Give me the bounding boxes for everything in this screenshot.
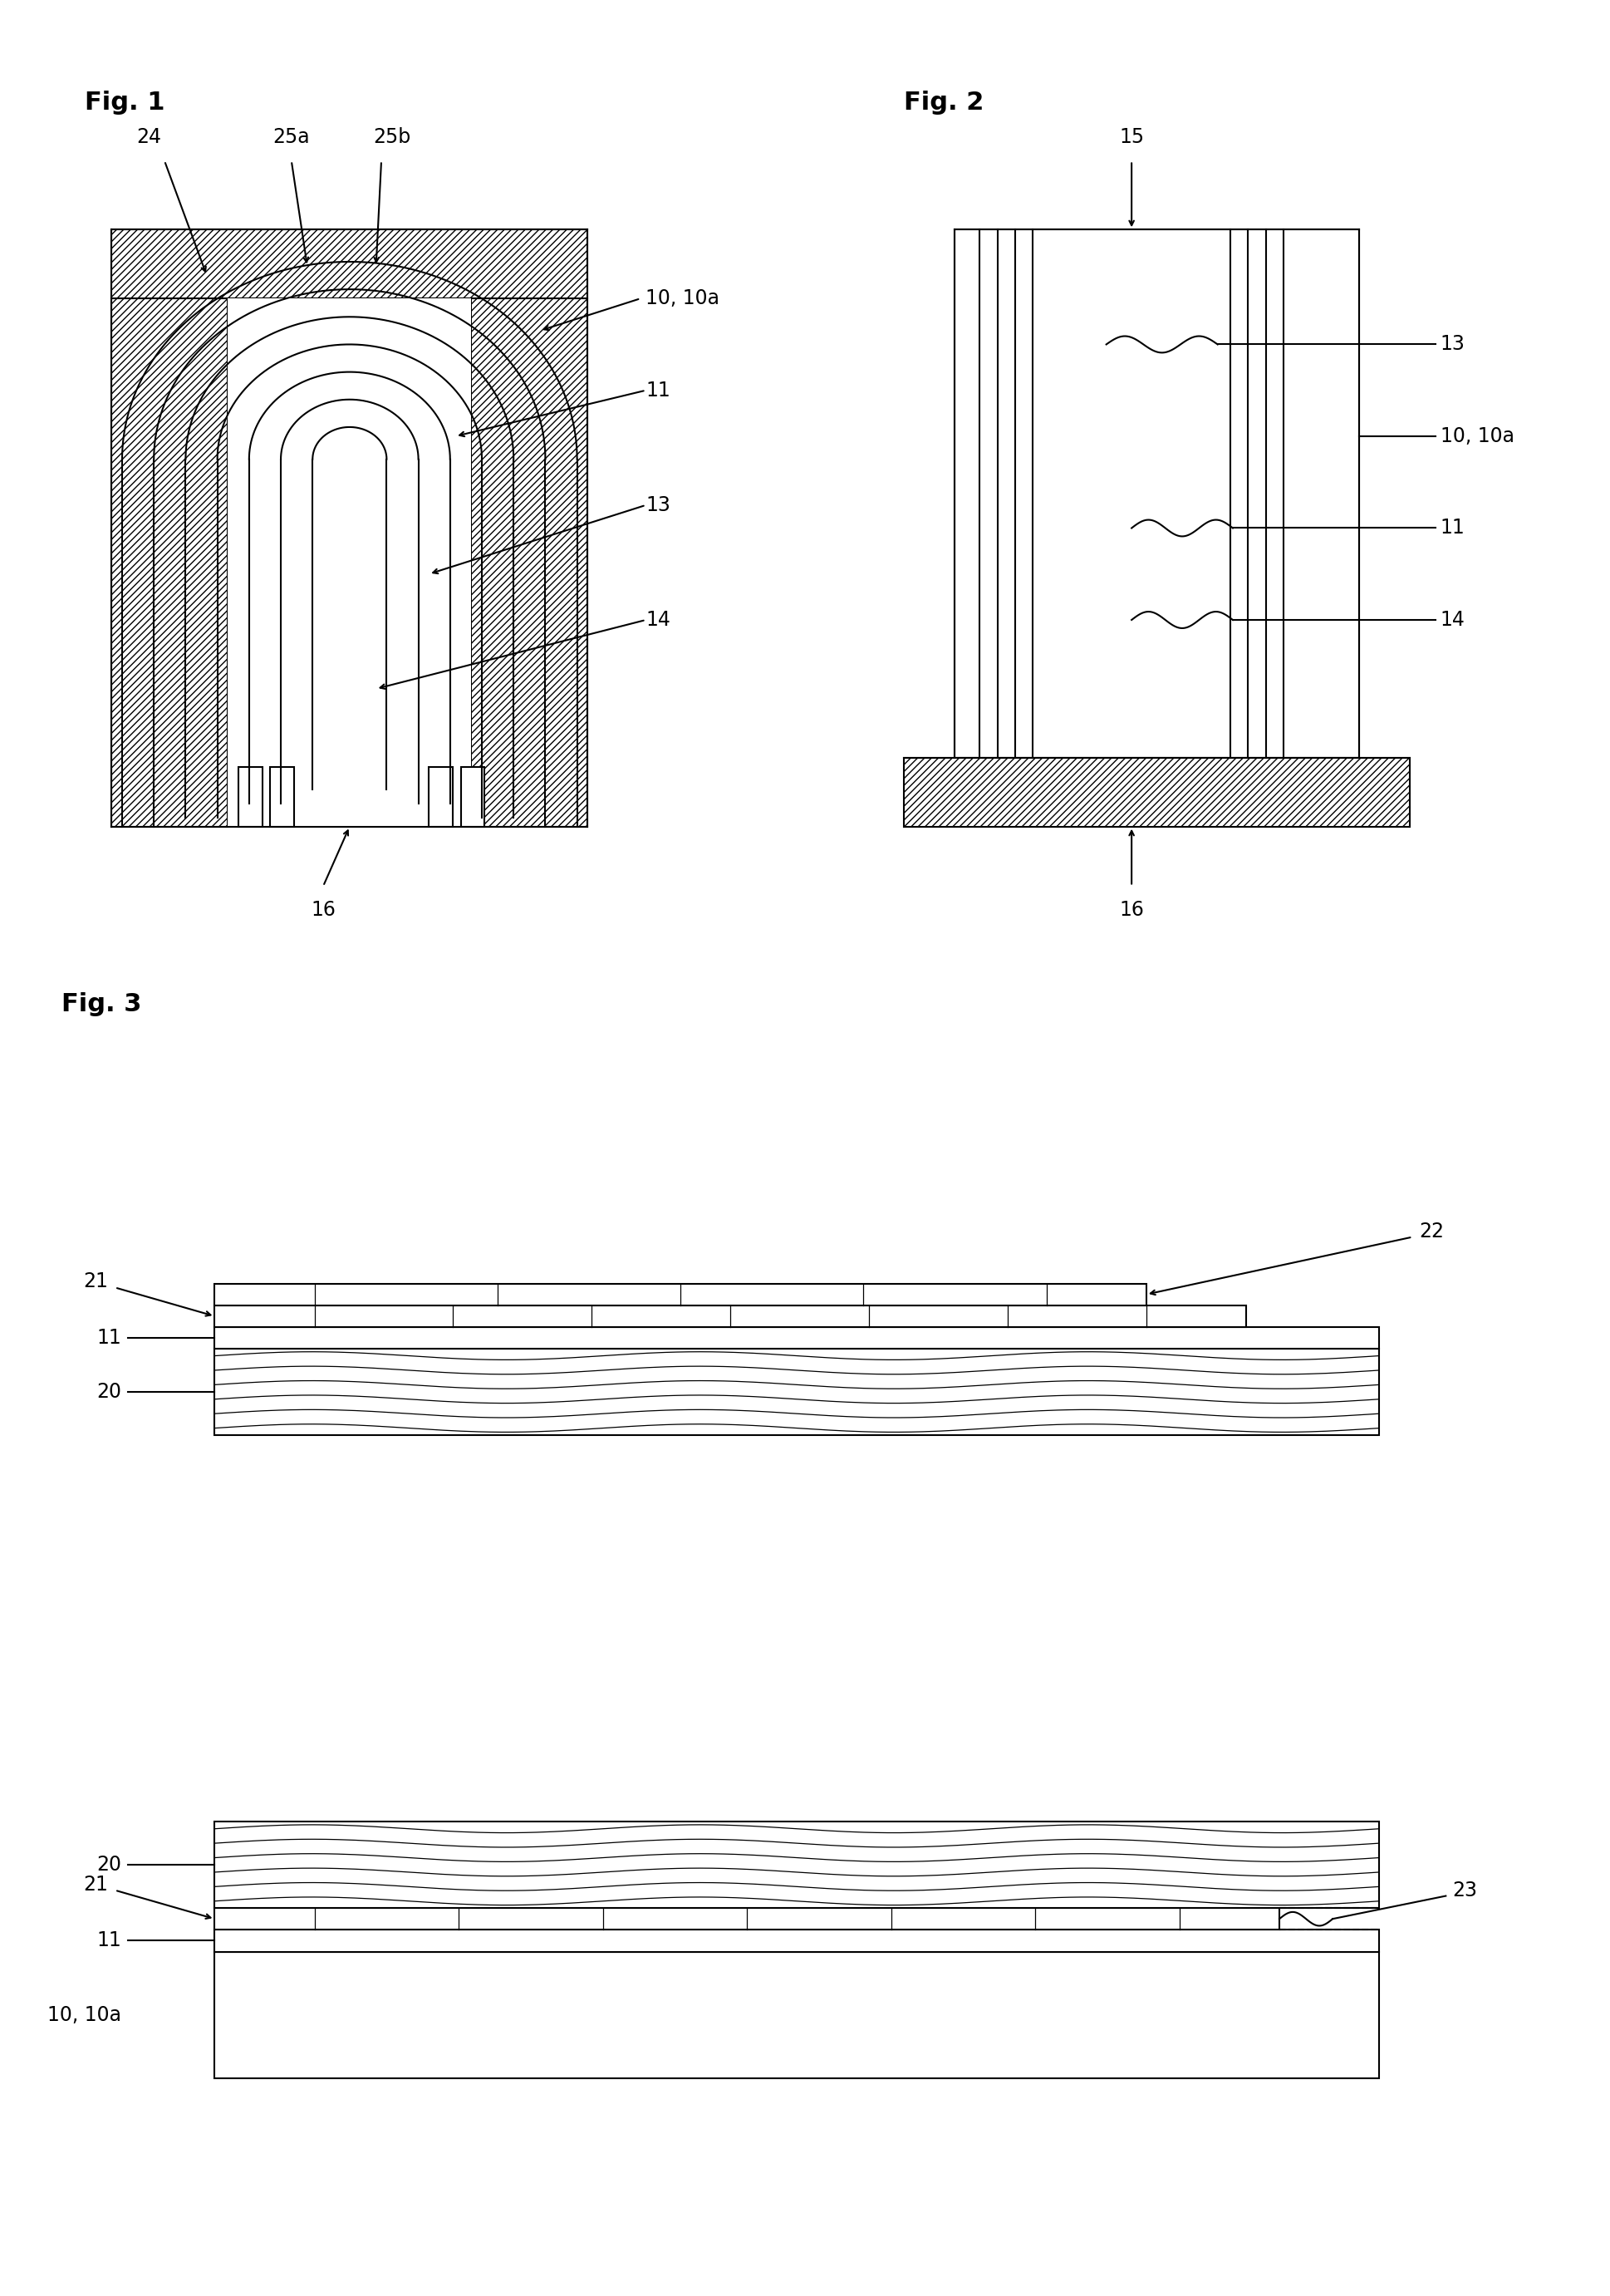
Text: 24: 24 (137, 126, 161, 147)
Bar (111, 230, 588, 298)
Bar (214, 1304, 1246, 1327)
Text: 13: 13 (646, 496, 671, 514)
Text: 20: 20 (97, 1855, 121, 1876)
Text: 25a: 25a (272, 126, 311, 147)
Text: 11: 11 (1441, 519, 1465, 537)
Bar (460, 767, 485, 827)
Text: 10, 10a: 10, 10a (646, 289, 720, 308)
Bar (214, 1929, 1380, 1952)
Bar (214, 1350, 1380, 1435)
Text: 21: 21 (84, 1272, 108, 1293)
Bar (955, 230, 1359, 758)
Bar (214, 1908, 1280, 1929)
Text: 22: 22 (1418, 1221, 1444, 1242)
Text: 23: 23 (1452, 1880, 1478, 1901)
Text: Fig. 1: Fig. 1 (85, 92, 166, 115)
Text: 14: 14 (1441, 611, 1465, 629)
Text: 13: 13 (1441, 335, 1465, 354)
Text: 14: 14 (646, 611, 671, 629)
Bar (229, 298, 472, 827)
Text: 21: 21 (84, 1874, 108, 1894)
Text: 10, 10a: 10, 10a (48, 2004, 121, 2025)
Text: Fig. 2: Fig. 2 (903, 92, 984, 115)
Text: 16: 16 (1119, 900, 1145, 921)
Bar (111, 298, 229, 827)
Text: 25b: 25b (374, 126, 411, 147)
Bar (903, 758, 1410, 827)
Text: 20: 20 (97, 1382, 121, 1403)
Bar (428, 767, 452, 827)
Bar (214, 1823, 1380, 1908)
Text: 10, 10a: 10, 10a (1441, 427, 1513, 445)
Bar (472, 298, 588, 827)
Bar (214, 1952, 1380, 2078)
Text: 11: 11 (97, 1931, 121, 1952)
Text: 15: 15 (1119, 126, 1145, 147)
Text: Fig. 3: Fig. 3 (61, 992, 142, 1015)
Text: 16: 16 (311, 900, 335, 921)
Text: 11: 11 (97, 1327, 121, 1348)
Bar (238, 767, 262, 827)
Bar (270, 767, 295, 827)
Text: 11: 11 (646, 381, 670, 400)
Bar (214, 1283, 1146, 1304)
Bar (214, 1327, 1380, 1350)
